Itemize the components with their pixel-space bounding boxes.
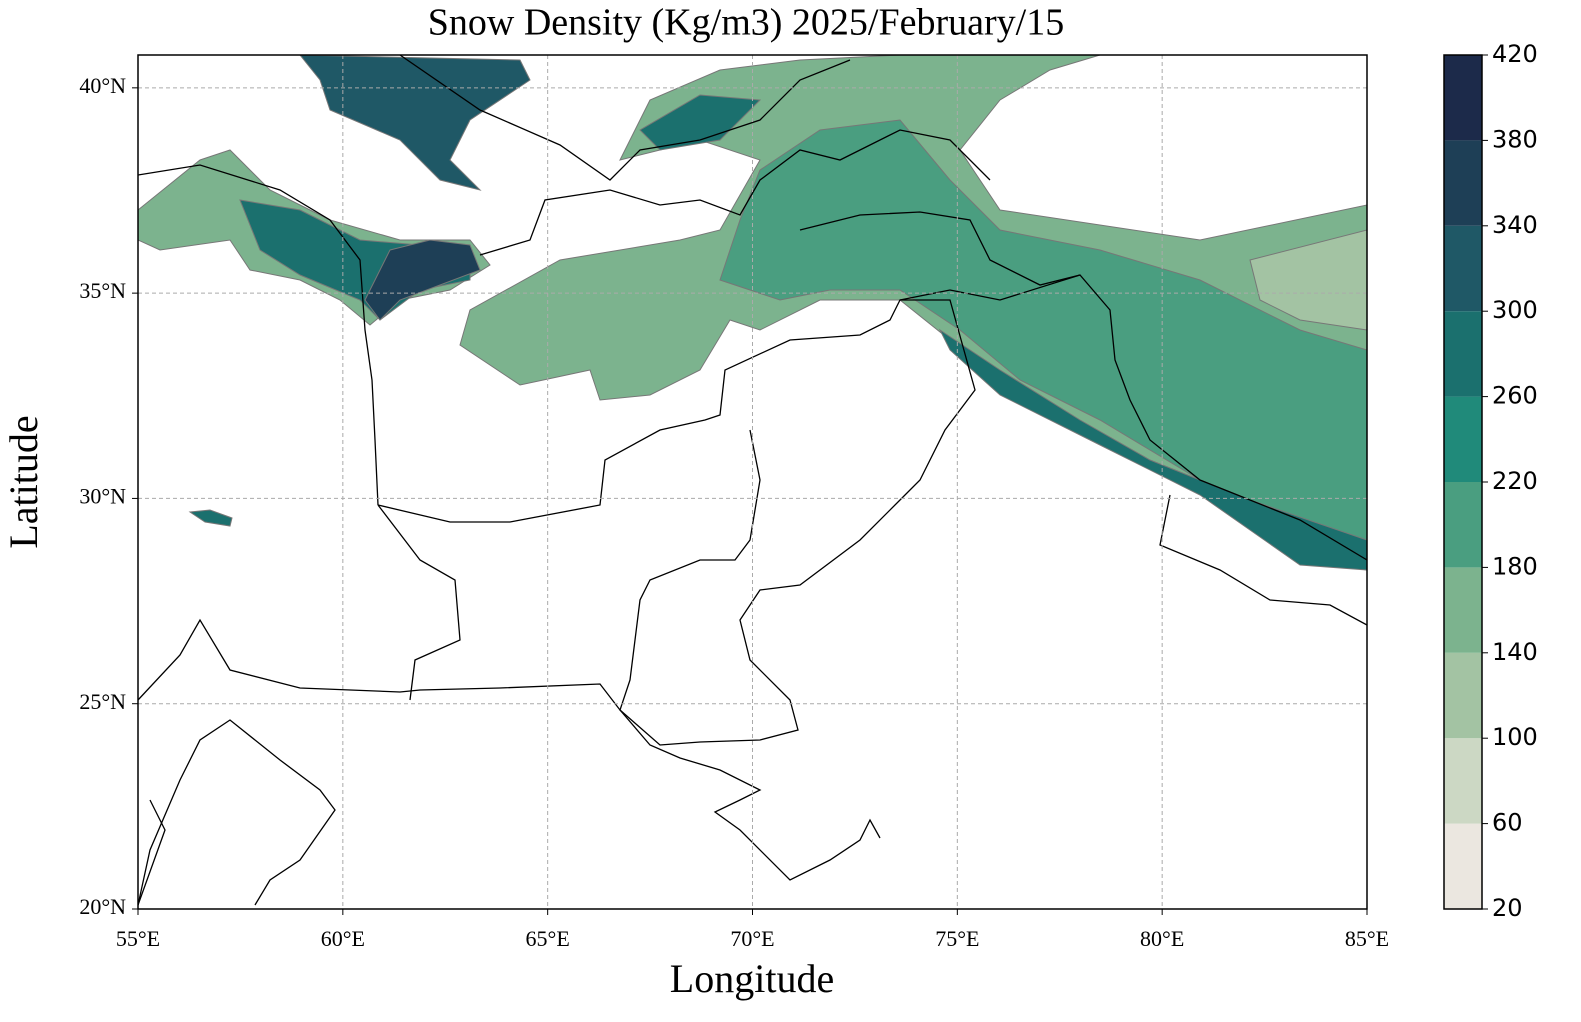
snow-region [938,328,1367,571]
colorbar-tick-label: 300 [1492,296,1538,324]
x-tick-label: 65°E [526,926,570,951]
snow-region [719,119,1367,561]
plot-area [137,54,1368,910]
coastline [138,719,336,906]
x-tick-label: 85°E [1345,926,1389,951]
chart-title: Snow Density (Kg/m3) 2025/February/15 [428,2,1064,44]
colorbar-tick-label: 140 [1492,638,1538,666]
border-line [138,799,166,906]
border-line [899,274,1367,561]
colorbar-band [1444,225,1482,312]
colorbar-tick-label: 180 [1492,552,1538,580]
colorbar: 20 60 100 140 180 220 260 300 340 380 420 [1443,40,1538,922]
coastline [138,618,881,881]
colorbar-band [1444,652,1482,739]
colorbar-band [1444,738,1482,824]
y-tick-label: 30°N [79,483,126,508]
border-line [799,211,1081,286]
colorbar-tick-label: 100 [1492,723,1538,751]
x-tick-label: 75°E [935,926,979,951]
snow-region [364,239,481,321]
colorbar-band [1444,311,1482,397]
y-tick-label: 20°N [79,894,126,919]
colorbar-tick-label: 260 [1492,382,1538,410]
colorbar-tick-label: 420 [1492,40,1538,68]
colorbar-tick-label: 60 [1492,809,1523,837]
colorbar-tick-label: 20 [1492,894,1523,922]
x-tick-label: 60°E [321,926,365,951]
snow-region [188,509,233,527]
borders [138,55,1367,906]
colorbar-band [1444,482,1482,568]
x-tick-label: 80°E [1140,926,1184,951]
y-tick-label: 35°N [79,278,126,303]
snow-field [138,55,1367,571]
y-axis-label: Latitude [1,415,46,548]
colorbar-tick-label: 340 [1492,211,1538,239]
snow-region [299,55,531,191]
colorbar-band [1444,567,1482,653]
border-line [377,299,976,746]
border-line [1159,494,1367,626]
colorbar-band [1444,55,1482,141]
colorbar-tick-label: 220 [1492,467,1538,495]
border-line [138,164,379,506]
y-tick-label: 25°N [79,689,126,714]
border-line [399,55,851,181]
colorbar-band [1444,140,1482,226]
x-tick-label: 55°E [116,926,160,951]
colorbar-band [1444,396,1482,482]
x-tick-label: 70°E [730,926,774,951]
border-line [377,504,461,701]
y-tick-label: 40°N [79,73,126,98]
colorbar-tick-label: 380 [1492,125,1538,153]
border-line [479,129,991,256]
x-axis-label: Longitude [670,956,834,1001]
colorbar-band [1444,823,1482,909]
